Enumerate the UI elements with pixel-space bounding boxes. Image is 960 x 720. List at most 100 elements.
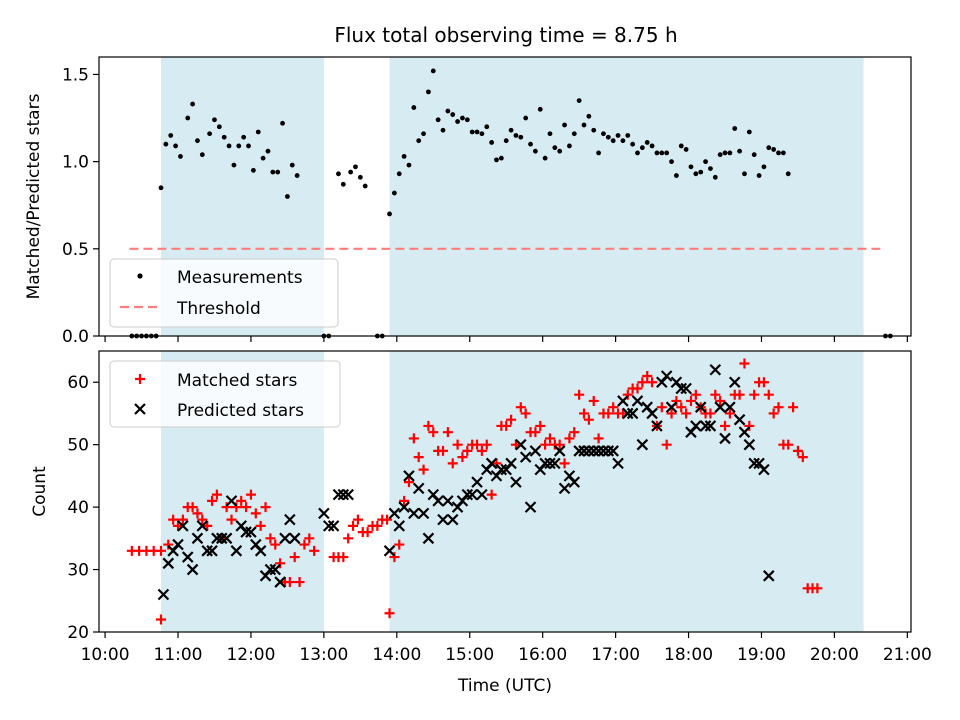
measurement-point — [722, 150, 728, 156]
measurement-point — [416, 138, 422, 144]
predicted-star-point — [651, 420, 663, 432]
predicted-star-point — [544, 457, 556, 470]
matched-star-point — [309, 545, 320, 556]
matched-star-point — [197, 514, 208, 525]
predicted-star-point — [177, 520, 189, 532]
measurement-point — [508, 127, 514, 133]
matched-star-point — [452, 439, 463, 450]
predicted-star-point — [327, 520, 340, 532]
top-panel: 0.0 0.5 1.0 1.5 Matched/Predicted stars Measu… — [24, 56, 912, 347]
measurement-point — [469, 129, 475, 135]
measurement-point — [542, 155, 548, 161]
measurement-point — [761, 164, 767, 170]
measurement-point — [362, 183, 368, 189]
legend-label: Measurements — [177, 268, 303, 288]
predicted-star-point — [626, 407, 639, 420]
predicted-star-point — [393, 520, 406, 532]
measurement-point — [673, 173, 679, 178]
predicted-star-point — [181, 551, 194, 563]
matched-star-point — [447, 458, 458, 469]
matched-star-point — [389, 552, 400, 563]
measurement-point — [717, 152, 723, 158]
measurement-point — [523, 115, 529, 121]
matched-star-point — [413, 452, 424, 463]
matched-star-point — [666, 408, 677, 419]
matched-star-point — [275, 558, 286, 569]
measurement-point — [484, 124, 490, 130]
measurement-point — [185, 115, 191, 121]
predicted-star-point — [578, 445, 590, 457]
matched-star-point — [720, 420, 731, 431]
measurement-point — [396, 171, 402, 177]
predicted-star-point — [612, 457, 624, 470]
predicted-star-point — [607, 445, 619, 457]
y-axis-label: Count — [30, 466, 50, 517]
predicted-star-point — [201, 545, 213, 557]
measurement-point — [518, 134, 524, 140]
predicted-star-point — [694, 401, 707, 413]
predicted-star-point — [403, 470, 415, 482]
predicted-star-point — [422, 532, 435, 545]
predicted-star-point — [631, 395, 644, 407]
matched-star-point — [442, 427, 453, 438]
y-tick-label: 50 — [67, 436, 89, 456]
matched-star-point — [632, 383, 643, 394]
predicted-star-point — [279, 532, 291, 545]
measurement-point — [336, 171, 341, 177]
matched-star-point — [338, 552, 349, 563]
measurement-point — [688, 164, 694, 170]
matched-star-point — [362, 527, 373, 538]
measurement-point — [199, 152, 205, 158]
x-tick-label: 12:00 — [226, 645, 275, 665]
matched-star-point — [661, 439, 672, 450]
measurement-point — [455, 119, 460, 124]
matched-star-point — [294, 577, 305, 588]
measurement-point — [737, 148, 743, 154]
measurement-point — [649, 143, 655, 149]
matched-star-point — [187, 502, 198, 513]
predicted-star-point — [245, 526, 257, 538]
matched-star-point — [574, 389, 585, 400]
matched-star-point — [588, 395, 599, 406]
matched-star-point — [637, 377, 648, 388]
matched-star-point — [384, 608, 395, 619]
measurement-point — [357, 174, 363, 180]
predicted-star-point — [220, 532, 233, 545]
predicted-star-point — [602, 445, 615, 457]
predicted-star-point — [524, 501, 537, 513]
matched-star-point — [583, 414, 594, 425]
measurement-point — [479, 131, 485, 137]
matched-star-point — [408, 433, 419, 444]
predicted-star-point — [743, 438, 756, 451]
predicted-star-point — [495, 463, 508, 476]
predicted-star-point — [211, 532, 223, 545]
matched-star-point — [177, 514, 188, 525]
x-tick-label: 10:00 — [81, 645, 130, 665]
measurement-point — [756, 173, 762, 178]
matched-star-point — [608, 402, 619, 413]
matched-star-point — [773, 402, 784, 413]
matched-star-point — [221, 502, 232, 513]
measurement-point — [241, 134, 247, 140]
measurement-point — [168, 133, 174, 138]
axes-frame — [98, 56, 912, 337]
matched-star-point — [394, 539, 405, 550]
matched-star-point — [236, 495, 247, 506]
predicted-star-point — [748, 457, 760, 470]
measurement-point — [440, 127, 446, 133]
measurement-point — [537, 106, 543, 112]
matched-star-point — [226, 514, 237, 525]
measurement-point — [776, 150, 781, 156]
predicted-star-point — [714, 401, 726, 413]
predicted-star-point — [437, 513, 449, 526]
predicted-star-point — [191, 532, 204, 545]
predicted-star-point — [432, 495, 444, 507]
measurement-point — [178, 153, 183, 159]
matched-star-point — [715, 395, 726, 406]
predicted-star-point — [398, 501, 410, 513]
predicted-star-point — [471, 476, 483, 488]
measurement-point — [195, 138, 200, 144]
predicted-star-point — [660, 370, 673, 382]
predicted-star-point — [274, 576, 286, 588]
x-tick-label: 20:00 — [810, 645, 859, 665]
